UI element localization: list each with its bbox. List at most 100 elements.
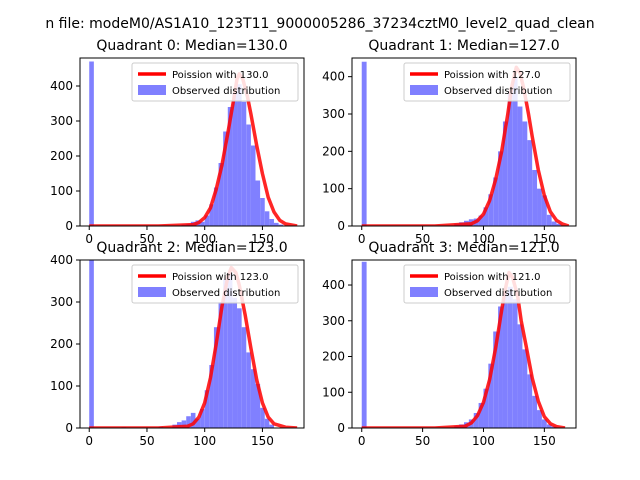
- histogram-bar: [546, 424, 552, 428]
- histogram-bar: [237, 84, 242, 226]
- histogram-bar: [246, 352, 251, 428]
- histogram-bar: [273, 222, 279, 226]
- x-tick-label: 50: [415, 232, 430, 246]
- panel-3: 0 50 100 150 0 100 200 300 400 Quadrant 3: Median…: [322, 240, 577, 448]
- plot-area: [89, 260, 298, 428]
- histogram-bar: [200, 409, 205, 428]
- histogram-bar: [541, 419, 547, 428]
- x-tick-label: 100: [193, 434, 216, 448]
- x-tick-label: 150: [533, 232, 556, 246]
- histogram-bar: [278, 224, 284, 226]
- histogram-bar: [232, 93, 238, 226]
- x-tick-label: 50: [139, 232, 154, 246]
- y-tick-label: 100: [50, 184, 73, 198]
- histogram-bar: [227, 272, 233, 428]
- histogram-bar: [512, 299, 518, 428]
- histogram-bar: [502, 292, 508, 428]
- plot-area: [361, 61, 570, 226]
- panel-title: Quadrant 0: Median=130.0: [96, 38, 287, 54]
- histogram-bar: [537, 188, 542, 226]
- histogram-bar: [181, 420, 187, 428]
- legend-label-observed: Observed distribution: [172, 288, 280, 299]
- legend-box: [403, 62, 571, 102]
- histogram-bar: [264, 211, 270, 226]
- histogram-bar: [186, 416, 191, 428]
- histogram-bar: [232, 297, 238, 428]
- histogram-bar: [361, 261, 367, 428]
- histogram-bar: [517, 324, 523, 428]
- histogram-bar: [488, 194, 494, 226]
- histogram-bar: [512, 76, 518, 226]
- panel-2: 0 50 100 150 0 100 200 300 400 Quadrant 2: Median…: [50, 240, 305, 448]
- histogram-bar: [532, 170, 538, 226]
- histogram-bar: [250, 145, 256, 226]
- histogram-bar: [493, 177, 499, 226]
- histogram-bar: [237, 308, 242, 428]
- x-tick-label: 150: [251, 434, 274, 448]
- histogram-bar: [227, 107, 233, 226]
- x-tick-label: 150: [533, 434, 556, 448]
- y-tick-label: 200: [50, 149, 73, 163]
- panel-1: 0 50 100 150 0 100 200 300 400 Quadrant 1: Median…: [322, 38, 577, 246]
- y-tick-label: 0: [65, 219, 73, 233]
- histogram-bar: [507, 286, 513, 428]
- histogram-bar: [551, 221, 557, 226]
- y-tick-label: 400: [50, 253, 73, 267]
- histogram-bar: [241, 101, 247, 226]
- histogram-bar: [478, 215, 484, 226]
- x-tick-label: 50: [415, 434, 430, 448]
- y-tick-label: 400: [322, 278, 345, 292]
- y-tick-label: 100: [50, 379, 73, 393]
- y-tick-label: 200: [322, 350, 345, 364]
- legend-label-poisson: Poission with 123.0: [172, 272, 268, 283]
- x-tick-label: 0: [358, 434, 366, 448]
- y-tick-label: 300: [322, 314, 345, 328]
- histogram-bar: [527, 374, 533, 428]
- histogram-bar: [269, 424, 274, 428]
- x-tick-label: 0: [85, 232, 93, 246]
- panel-title: Quadrant 1: Median=127.0: [368, 38, 559, 54]
- y-tick-label: 100: [322, 182, 345, 196]
- histogram-bar: [522, 121, 528, 226]
- x-tick-label: 50: [139, 434, 154, 448]
- y-tick-label: 200: [50, 337, 73, 351]
- legend-label-observed: Observed distribution: [444, 86, 552, 97]
- x-tick-label: 150: [251, 232, 274, 246]
- legend-bar-swatch: [410, 287, 438, 297]
- histogram-bar: [209, 204, 214, 226]
- y-tick-label: 300: [322, 107, 345, 121]
- x-tick-label: 0: [85, 434, 93, 448]
- histogram-bar: [260, 198, 265, 226]
- legend-label-observed: Observed distribution: [444, 288, 552, 299]
- y-tick-label: 300: [50, 295, 73, 309]
- histogram-bar: [483, 207, 489, 226]
- histogram-bar: [361, 61, 367, 226]
- x-tick-label: 100: [193, 232, 216, 246]
- axes-frame: [351, 57, 577, 227]
- histogram-bar: [507, 91, 513, 226]
- x-tick-label: 0: [358, 232, 366, 246]
- histogram-bar: [89, 61, 94, 226]
- y-tick-label: 200: [322, 144, 345, 158]
- y-tick-label: 100: [322, 385, 345, 399]
- histogram-bar: [209, 365, 214, 428]
- histogram-bar: [522, 349, 528, 428]
- legend-bar-swatch: [138, 85, 166, 95]
- histogram-bar: [89, 260, 94, 428]
- histogram-bar: [260, 407, 265, 428]
- x-tick-label: 100: [472, 434, 495, 448]
- y-tick-label: 0: [337, 421, 345, 435]
- histogram-bar: [223, 131, 228, 226]
- legend-label-poisson: Poission with 127.0: [444, 70, 540, 81]
- histogram-bar: [255, 180, 261, 226]
- y-tick-label: 400: [50, 79, 73, 93]
- histogram-bar: [204, 390, 210, 428]
- histogram-bar: [498, 151, 503, 226]
- figure-suptitle: n file: modeM0/AS1A10_123T11_9000005286_…: [45, 16, 594, 32]
- histogram-bar: [493, 331, 499, 428]
- y-tick-label: 0: [337, 219, 345, 233]
- histogram-bar: [546, 214, 552, 226]
- histogram-bar: [204, 215, 210, 226]
- histogram-bar: [246, 124, 251, 226]
